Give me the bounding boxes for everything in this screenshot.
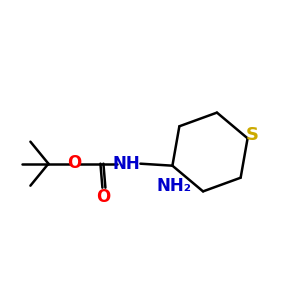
Text: S: S: [246, 126, 259, 144]
Text: NH: NH: [112, 155, 140, 173]
Text: O: O: [96, 188, 110, 206]
Text: O: O: [67, 154, 82, 172]
Text: NH₂: NH₂: [157, 177, 192, 195]
